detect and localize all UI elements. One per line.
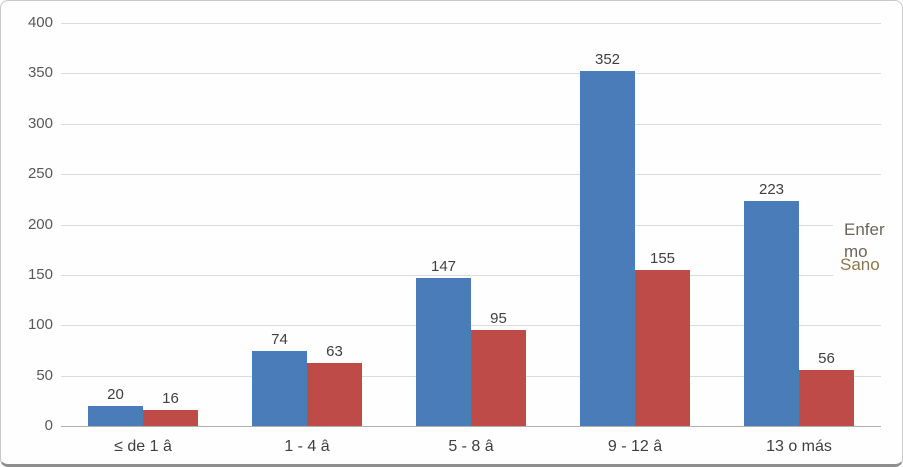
legend-item-enfermo: Enfermo: [844, 220, 885, 262]
bar-enfermo: [88, 405, 143, 426]
y-axis-label: 50: [36, 366, 53, 384]
bar-value-label: 56: [818, 349, 835, 367]
bar-value-label: 155: [649, 249, 676, 267]
x-axis-label: 1 - 4 â: [284, 438, 330, 455]
y-axis-label: 400: [27, 14, 53, 31]
bar-sano: [799, 369, 854, 426]
gridline: [61, 325, 881, 327]
y-axis-label: 0: [44, 417, 53, 434]
y-axis-label: 350: [27, 64, 53, 82]
y-axis-label: 200: [27, 215, 53, 233]
gridline: [61, 123, 881, 125]
y-axis-label: 100: [27, 316, 53, 334]
y-axis-label: 300: [27, 114, 53, 132]
bar-enfermo: [580, 71, 635, 426]
bar-value-label: 223: [758, 181, 785, 199]
legend-item-sano: Sano: [840, 255, 880, 274]
bar-enfermo: [744, 201, 799, 426]
bar-sano: [143, 409, 198, 426]
gridline: [61, 274, 881, 276]
gridline: [61, 174, 881, 176]
gridline: [61, 73, 881, 75]
bar-value-label: 74: [271, 331, 288, 349]
y-axis-label: 250: [27, 165, 53, 183]
x-axis-label: 5 - 8 â: [448, 438, 494, 455]
bar-value-label: 352: [594, 51, 621, 69]
gridline: [61, 224, 881, 226]
y-axis-label: 150: [27, 265, 53, 283]
bar-enfermo: [416, 277, 471, 426]
bar-value-label: 63: [326, 342, 343, 360]
bar-enfermo: [252, 351, 307, 426]
bar-value-label: 16: [162, 389, 179, 407]
x-axis-label: ≤ de 1 â: [114, 438, 172, 455]
bar-value-label: 95: [490, 310, 507, 328]
gridline: [61, 23, 881, 24]
bar-sano: [307, 362, 362, 426]
x-axis-label: 9 - 12 â: [607, 438, 663, 455]
bar-value-label: 20: [107, 385, 124, 403]
gridline: [61, 426, 881, 427]
bar-value-label: 147: [430, 257, 457, 275]
x-axis-label: 13 o más: [766, 438, 832, 455]
legend: Enfermo Sano: [833, 211, 902, 291]
plot-area: 20 16 74 63 147 95 352 155 223 56: [61, 23, 881, 427]
bar-sano: [635, 269, 690, 426]
bar-sano: [471, 330, 526, 426]
